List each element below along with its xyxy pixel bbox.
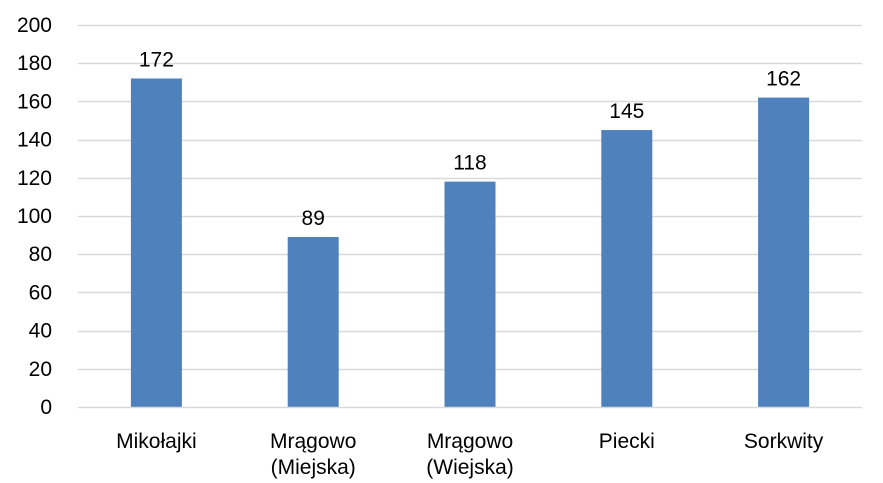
x-axis-tick-labels: Mikołajki Mrągowo (Miejska) Mrągowo (Wiejska… xyxy=(116,430,824,479)
data-labels: 172 89 118 145 162 xyxy=(139,48,801,230)
x-tick-label: Mrągowo xyxy=(270,430,356,453)
y-tick-label: 120 xyxy=(17,167,52,190)
x-tick-label: (Miejska) xyxy=(271,456,356,479)
y-tick-label: 0 xyxy=(40,396,52,419)
data-label: 145 xyxy=(609,100,644,123)
x-tick-label: Mikołajki xyxy=(116,430,197,453)
y-tick-label: 140 xyxy=(17,129,52,152)
y-axis-tick-labels: 0 20 40 60 80 100 120 140 160 180 200 xyxy=(17,14,52,419)
y-tick-label: 20 xyxy=(29,358,52,381)
y-tick-label: 80 xyxy=(29,243,52,266)
x-tick-label: Piecki xyxy=(599,430,655,453)
bar xyxy=(601,130,653,408)
bar xyxy=(130,78,182,407)
bar xyxy=(287,237,339,407)
data-label: 89 xyxy=(302,207,325,230)
x-tick-label: Mrągowo xyxy=(427,430,513,453)
bars xyxy=(130,78,810,408)
x-tick-label: (Wiejska) xyxy=(426,456,514,479)
data-label: 118 xyxy=(453,152,486,175)
y-tick-label: 40 xyxy=(29,320,52,343)
x-tick-label: Sorkwity xyxy=(744,430,824,453)
y-tick-label: 160 xyxy=(17,90,52,113)
y-tick-label: 180 xyxy=(17,52,52,75)
y-tick-label: 100 xyxy=(17,205,52,228)
y-tick-label: 200 xyxy=(17,14,52,37)
data-label: 162 xyxy=(766,68,801,91)
data-label: 172 xyxy=(139,48,174,71)
bar xyxy=(444,181,496,407)
y-tick-label: 60 xyxy=(29,281,52,304)
bar xyxy=(758,97,810,407)
